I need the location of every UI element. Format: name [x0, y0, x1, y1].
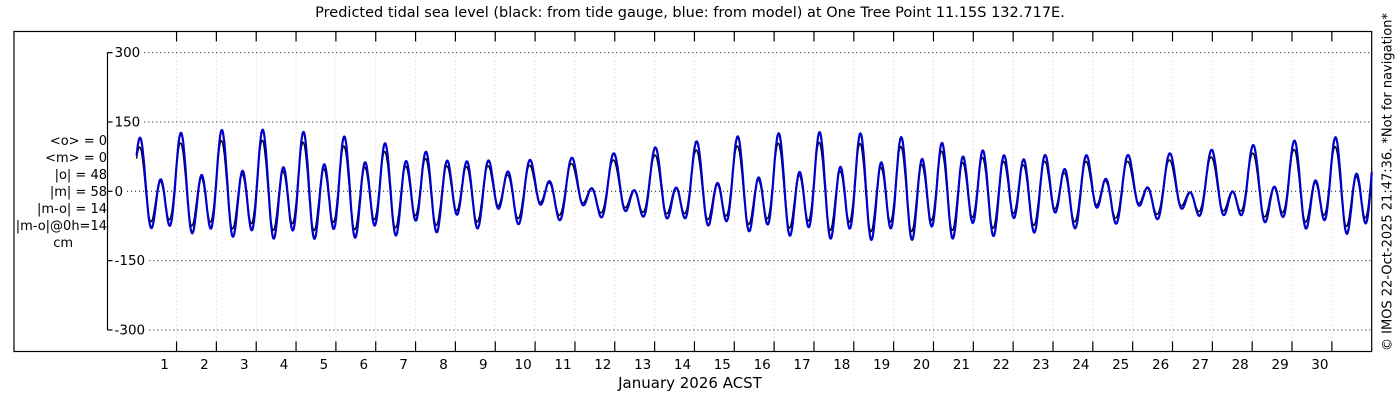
y-tick-label: -150 [115, 253, 146, 269]
x-tick-label: 17 [793, 357, 810, 373]
x-tick-label: 28 [1232, 357, 1249, 373]
x-tick-label: 29 [1272, 357, 1289, 373]
x-tick-label: 18 [833, 357, 850, 373]
x-tick-label: 24 [1072, 357, 1089, 373]
x-tick-label: 23 [1032, 357, 1049, 373]
x-tick-label: 16 [754, 357, 771, 373]
stats-panel: <o> = 0 <m> = 0 |o| = 48 |m| = 58 |m-o| … [10, 133, 107, 252]
stat-abs-diff-0h: |m-o|@0h=14 [15, 219, 107, 234]
x-tick-label: 11 [554, 357, 571, 373]
x-tick-label: 13 [634, 357, 651, 373]
x-axis-label: January 2026 ACST [618, 374, 762, 392]
x-tick-label: 21 [953, 357, 970, 373]
x-tick-label: 25 [1112, 357, 1129, 373]
x-tick-label: 3 [240, 357, 249, 373]
y-tick-label: 300 [115, 45, 141, 61]
x-tick-label: 27 [1192, 357, 1209, 373]
x-tick-label: 22 [993, 357, 1010, 373]
x-tick-label: 14 [674, 357, 691, 373]
x-tick-label: 2 [200, 357, 209, 373]
stat-mean-observed: <o> = 0 [49, 134, 107, 149]
y-tick-label: 0 [115, 184, 124, 200]
x-tick-label: 6 [360, 357, 369, 373]
x-tick-label: 26 [1152, 357, 1169, 373]
x-tick-label: 10 [515, 357, 532, 373]
stat-mean-model: <m> = 0 [45, 151, 107, 166]
x-tick-label: 5 [320, 357, 329, 373]
x-tick-label: 19 [873, 357, 890, 373]
stat-abs-diff: |m-o| = 14 [36, 202, 107, 217]
stat-units: cm [53, 236, 73, 251]
plot-frame [13, 30, 1373, 353]
model-tide-curve [135, 128, 1373, 241]
x-tick-label: 20 [913, 357, 930, 373]
x-tick-label: 30 [1311, 357, 1328, 373]
x-tick-label: 7 [399, 357, 408, 373]
x-tick-label: 8 [439, 357, 448, 373]
x-tick-label: 9 [479, 357, 488, 373]
x-tick-label: 15 [714, 357, 731, 373]
stat-abs-model: |m| = 58 [49, 185, 107, 200]
copyright-watermark-text: © IMOS 22-Oct-2025 21:47:36. *Not for na… [1380, 13, 1396, 351]
chart-title: Predicted tidal sea level (black: from t… [315, 5, 1065, 21]
x-tick-label: 1 [160, 357, 169, 373]
stat-abs-observed: |o| = 48 [54, 168, 107, 183]
x-tick-label: 4 [280, 357, 289, 373]
y-tick-label: 150 [115, 115, 141, 131]
observed-tide-curve [135, 139, 1373, 233]
x-tick-label: 12 [594, 357, 611, 373]
y-tick-label: -300 [115, 323, 146, 339]
